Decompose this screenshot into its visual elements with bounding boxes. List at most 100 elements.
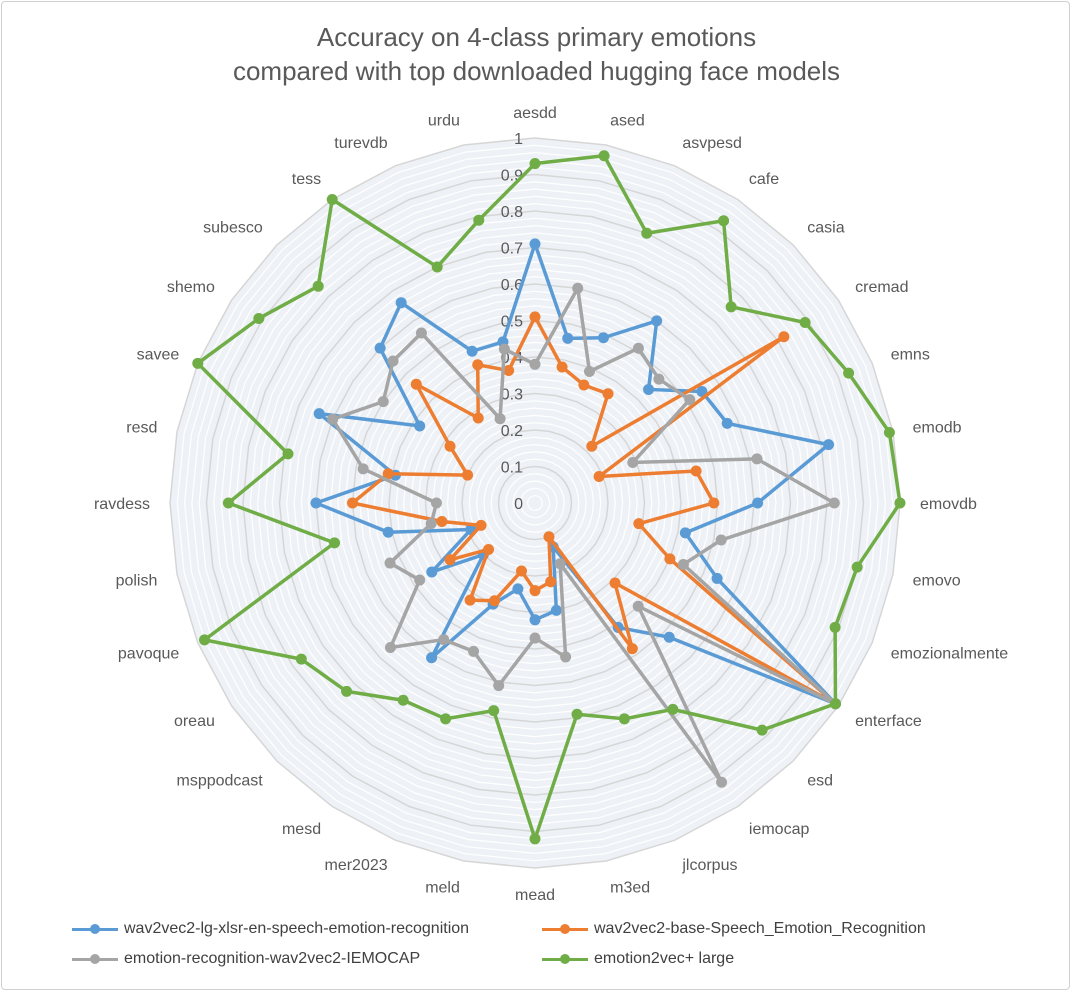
- category-label-emns: emns: [891, 346, 930, 363]
- data-point-emns: [627, 456, 639, 468]
- data-point-ased: [598, 150, 610, 162]
- category-label-mesd: mesd: [282, 821, 321, 838]
- data-point-aesdd: [529, 311, 541, 323]
- legend-item-series-3[interactable]: emotion-recognition-wav2vec2-IEMOCAP: [72, 950, 420, 968]
- tick-label: 0.2: [501, 423, 523, 440]
- minor-gridline: [293, 261, 777, 745]
- minor-gridline: [176, 144, 894, 862]
- minor-gridline: [512, 480, 558, 526]
- legend-swatch-series-3: [72, 952, 118, 966]
- major-gridline: [278, 246, 792, 760]
- data-point-mead: [529, 833, 541, 845]
- data-point-oreau: [444, 554, 456, 566]
- data-point-polish: [436, 516, 448, 528]
- data-point-pavoque: [475, 519, 487, 531]
- category-label-esd: esd: [807, 772, 833, 789]
- data-point-msppodcast: [483, 543, 495, 555]
- tick-label: 0.3: [501, 387, 523, 404]
- data-point-jlcorpus: [543, 531, 555, 543]
- tick-label: 1: [514, 131, 523, 148]
- data-point-asvpesd: [583, 365, 595, 377]
- minor-gridline: [227, 195, 843, 811]
- data-point-meld: [488, 705, 500, 717]
- chart-title-line-2: compared with top downloaded hugging fac…: [232, 56, 841, 86]
- data-point-pavoque: [384, 557, 396, 569]
- data-point-turevdb: [466, 345, 478, 357]
- legend-label-series-4: emotion2vec+ large: [594, 950, 735, 967]
- data-point-mer2023: [488, 595, 500, 607]
- legend-item-series-2[interactable]: wav2vec2-base-Speech_Emotion_Recognition: [542, 920, 926, 938]
- data-point-mead: [529, 585, 541, 597]
- data-point-msppodcast: [341, 685, 353, 697]
- data-point-esd: [663, 631, 675, 643]
- legend-item-series-1[interactable]: wav2vec2-lg-xlsr-en-speech-emotion-recog…: [72, 920, 469, 938]
- data-point-mer2023: [468, 645, 480, 657]
- data-point-aesdd: [529, 358, 541, 370]
- legend-item-series-4[interactable]: emotion2vec+ large: [542, 950, 734, 968]
- data-point-polish: [329, 537, 341, 549]
- data-point-emodb: [751, 453, 763, 465]
- data-point-emozionalmente: [677, 558, 689, 570]
- category-label-aesdd: aesdd: [513, 105, 557, 122]
- data-point-ased: [556, 361, 568, 373]
- data-point-asvpesd: [641, 227, 653, 239]
- data-point-shemo: [253, 312, 265, 324]
- minor-gridline: [235, 203, 835, 803]
- category-label-tess: tess: [292, 171, 321, 188]
- minor-gridline: [505, 473, 565, 533]
- data-point-shemo: [414, 420, 426, 432]
- data-point-cremad: [684, 394, 696, 406]
- data-point-aesdd: [529, 238, 541, 250]
- minor-gridline: [490, 458, 580, 548]
- data-point-emovdb: [828, 497, 840, 509]
- data-point-oreau: [295, 653, 307, 665]
- tick-label: 0: [514, 496, 523, 513]
- legend-label-series-2: wav2vec2-base-Speech_Emotion_Recognition: [594, 920, 926, 937]
- data-point-ravdess: [310, 497, 322, 509]
- data-point-polish: [425, 518, 437, 530]
- data-point-emodb: [823, 439, 835, 451]
- data-point-tess: [326, 194, 338, 206]
- data-point-enterface: [829, 698, 841, 710]
- minor-gridline: [264, 232, 806, 774]
- category-label-oreau: oreau: [174, 713, 215, 730]
- tick-label: 0.6: [501, 277, 523, 294]
- minor-gridline: [432, 400, 638, 606]
- category-label-enterface: enterface: [855, 713, 922, 730]
- series-4: [192, 150, 906, 845]
- minor-gridline: [308, 276, 762, 730]
- data-point-cafe: [632, 342, 644, 354]
- major-gridline: [461, 429, 609, 577]
- data-point-mead: [529, 614, 541, 626]
- data-point-savee: [327, 413, 339, 425]
- data-point-shemo: [377, 396, 389, 408]
- data-point-ased: [572, 282, 584, 294]
- minor-gridline: [483, 451, 587, 555]
- data-point-casia: [586, 440, 598, 452]
- category-label-mead: mead: [515, 887, 555, 904]
- minor-gridline: [366, 334, 704, 672]
- data-point-mesd: [464, 594, 476, 606]
- major-gridline: [169, 137, 901, 869]
- minor-gridline: [527, 495, 543, 511]
- data-point-emovdb: [752, 497, 764, 509]
- data-point-emovo: [851, 561, 863, 573]
- minor-gridline: [220, 188, 850, 818]
- data-point-cafe: [651, 315, 663, 327]
- minor-gridline: [475, 443, 595, 563]
- minor-gridline: [256, 224, 814, 782]
- data-point-subesco: [312, 280, 324, 292]
- tick-label: 0.9: [501, 168, 523, 185]
- data-point-tess: [395, 297, 407, 309]
- data-point-mead: [529, 632, 541, 644]
- category-label-resd: resd: [126, 420, 157, 437]
- minor-gridline: [344, 312, 726, 694]
- major-gridline: [242, 210, 828, 796]
- data-point-m3ed: [550, 604, 562, 616]
- data-point-emovdb: [708, 497, 720, 509]
- data-point-resd: [382, 468, 394, 480]
- category-label-shemo: shemo: [167, 279, 215, 296]
- data-point-emns: [721, 417, 733, 429]
- minor-gridline: [337, 305, 733, 701]
- major-gridline: [497, 465, 573, 541]
